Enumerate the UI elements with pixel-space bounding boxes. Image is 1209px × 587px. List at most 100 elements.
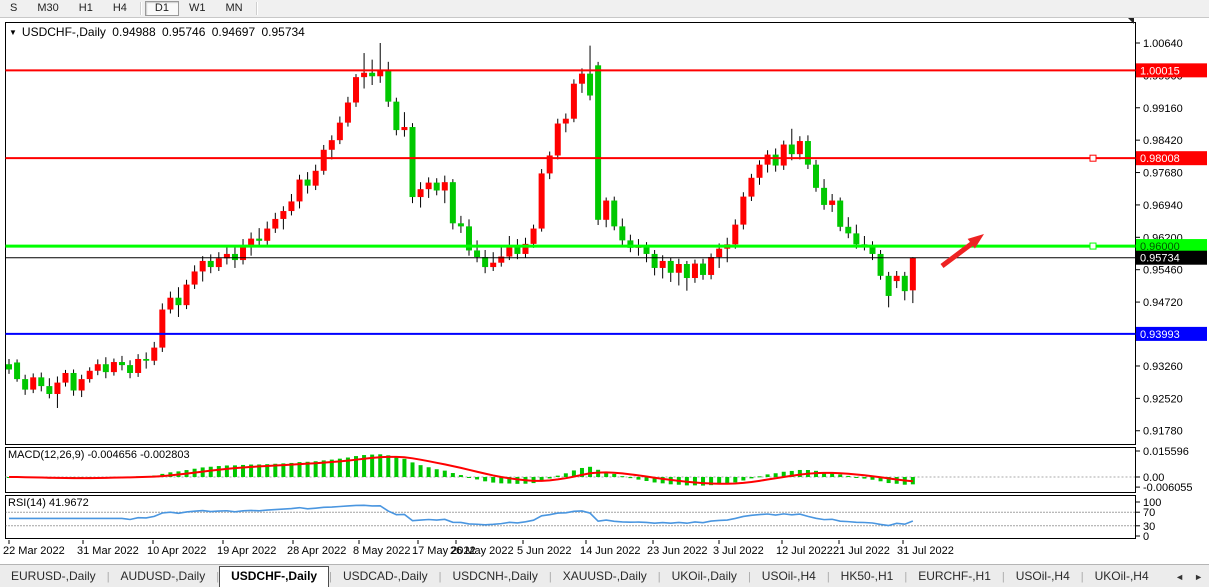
tab-separator: | — [548, 570, 552, 583]
tab-separator: | — [438, 570, 442, 583]
tab-separator: | — [1001, 570, 1005, 583]
chart-symbol-period: USDCHF-,Daily — [21, 25, 106, 39]
hline-support-green[interactable] — [5, 242, 1136, 250]
candle-body — [659, 260, 666, 268]
timeframe-mn-button[interactable]: MN — [215, 1, 252, 16]
tab-separator: | — [216, 570, 220, 583]
time-axis: 22 Mar 2022 31 Mar 2022 10 Apr 2022 19 Apr … — [3, 540, 954, 557]
candle-body — [143, 358, 150, 361]
candle-body — [449, 182, 456, 224]
rsi-axis-label: 0 — [1143, 531, 1149, 543]
candle-body — [94, 364, 101, 371]
date-label: 26 May 2022 — [450, 545, 514, 557]
symbol-tabbar: EURUSD-,Daily | AUDUSD-,Daily | USDCHF-,Dail… — [0, 564, 1209, 587]
toolbar-separator — [139, 2, 142, 15]
candle-body — [118, 362, 125, 366]
price-badge-support-green: 0.96000 — [1136, 239, 1207, 254]
candle-body — [877, 253, 884, 276]
tab-usdcnh-daily[interactable]: USDCNH-,Daily — [452, 569, 538, 583]
candle-body — [199, 260, 206, 272]
date-label: 28 Apr 2022 — [287, 545, 346, 557]
price-tick-label: 1.00640 — [1143, 38, 1183, 50]
tab-usoil-h4[interactable]: USOil-,H4 — [761, 569, 816, 583]
candle-body — [490, 262, 497, 268]
date-label: 8 May 2022 — [353, 545, 410, 557]
price-badge-support-blue: 0.93993 — [1136, 326, 1207, 341]
arrow-annotation[interactable] — [940, 234, 984, 268]
timeframe-w1-button[interactable]: W1 — [179, 1, 216, 16]
rsi-line — [9, 504, 914, 527]
tab-usdchf-daily[interactable]: USDCHF-,Daily — [219, 565, 330, 587]
candle-body — [127, 365, 134, 373]
date-label: 22 Mar 2022 — [3, 545, 65, 557]
candle-body — [562, 118, 569, 124]
candle-body — [46, 386, 53, 394]
candle-body — [570, 83, 577, 119]
tab-scroll-left-icon[interactable]: ◄ — [1175, 571, 1185, 582]
candle-body — [361, 72, 368, 78]
chart-title: ▼ USDCHF-,Daily 0.94988 0.95746 0.94697 0… — [9, 25, 308, 39]
timeframe-h1-button[interactable]: H1 — [69, 1, 103, 16]
candle-body — [231, 253, 238, 261]
candle-body — [619, 226, 626, 241]
candle-body — [651, 253, 658, 268]
tab-ukoil-daily[interactable]: UKOil-,Daily — [671, 569, 737, 583]
candle-body — [813, 164, 819, 188]
price-axis: 1.006400.999000.991600.984200.976800.969… — [1135, 38, 1193, 543]
candle-body — [110, 362, 117, 373]
candle-body — [433, 182, 440, 191]
tab-hk50-h1[interactable]: HK50-,H1 — [840, 569, 894, 583]
candle-body — [578, 73, 585, 84]
tab-xauusd-daily[interactable]: XAUUSD-,Daily — [562, 569, 647, 583]
date-label: 17 May 2022 — [412, 545, 476, 557]
hline-resistance-mid[interactable] — [5, 154, 1136, 162]
price-badge-resistance-mid: 0.98008 — [1136, 151, 1207, 166]
candle-body — [401, 127, 408, 131]
candle-body — [498, 256, 505, 263]
macd-signal-line — [8, 455, 913, 485]
candle-body — [708, 257, 715, 275]
symbol-dropdown-icon[interactable]: ▼ — [9, 28, 17, 37]
tab-usdcad-daily[interactable]: USDCAD-,Daily — [342, 569, 428, 583]
candle-body — [336, 122, 343, 141]
candle-body — [885, 275, 892, 296]
price-tick-label: 0.94720 — [1143, 297, 1183, 309]
tab-scroll-right-icon[interactable]: ► — [1194, 571, 1203, 582]
timeframe-h4-button[interactable]: H4 — [103, 1, 137, 16]
candle-body — [764, 154, 771, 165]
candle-body — [207, 260, 214, 268]
tab-usoil-h4[interactable]: USOil-,H4 — [1015, 569, 1070, 583]
candle-body — [804, 141, 811, 165]
macd-indicator-label: MACD(12,26,9) -0.004656 -0.002803 — [8, 449, 190, 461]
candle-body — [296, 179, 303, 202]
rsi-axis-label: 100 — [1143, 497, 1161, 509]
timeframe-d1-button[interactable]: D1 — [144, 1, 179, 16]
candle-body — [716, 248, 723, 258]
tab-separator: | — [904, 570, 908, 583]
price-tick-label: 0.91780 — [1143, 426, 1183, 438]
candle-body — [837, 200, 844, 227]
candle-body — [312, 170, 319, 186]
candles-layer — [6, 43, 916, 408]
candle-body — [377, 70, 384, 77]
date-label: 21 Jul 2022 — [833, 545, 890, 557]
timeframe-s-button[interactable]: S — [0, 1, 27, 16]
tab-separator: | — [1080, 570, 1084, 583]
ohlc-high: 0.95746 — [162, 25, 206, 39]
svg-text:1.00015: 1.00015 — [1140, 65, 1180, 77]
candle-body — [627, 240, 634, 248]
tab-eurchf-h1[interactable]: EURCHF-,H1 — [918, 569, 991, 583]
timeframe-m30-button[interactable]: M30 — [27, 1, 68, 16]
price-badge-resistance-upper: 1.00015 — [1136, 63, 1207, 78]
tab-audusd-daily[interactable]: AUDUSD-,Daily — [120, 569, 206, 583]
candle-body — [248, 238, 255, 246]
tab-eurusd-daily[interactable]: EURUSD-,Daily — [11, 569, 96, 583]
candle-body — [756, 164, 763, 178]
candle-body — [256, 238, 263, 241]
candle-body — [530, 228, 537, 244]
candle-body — [829, 200, 836, 205]
tab-ukoil-h4[interactable]: UKOil-,H4 — [1094, 569, 1149, 583]
candle-body — [135, 358, 142, 373]
candle-body — [554, 123, 561, 156]
candle-body — [151, 347, 158, 361]
